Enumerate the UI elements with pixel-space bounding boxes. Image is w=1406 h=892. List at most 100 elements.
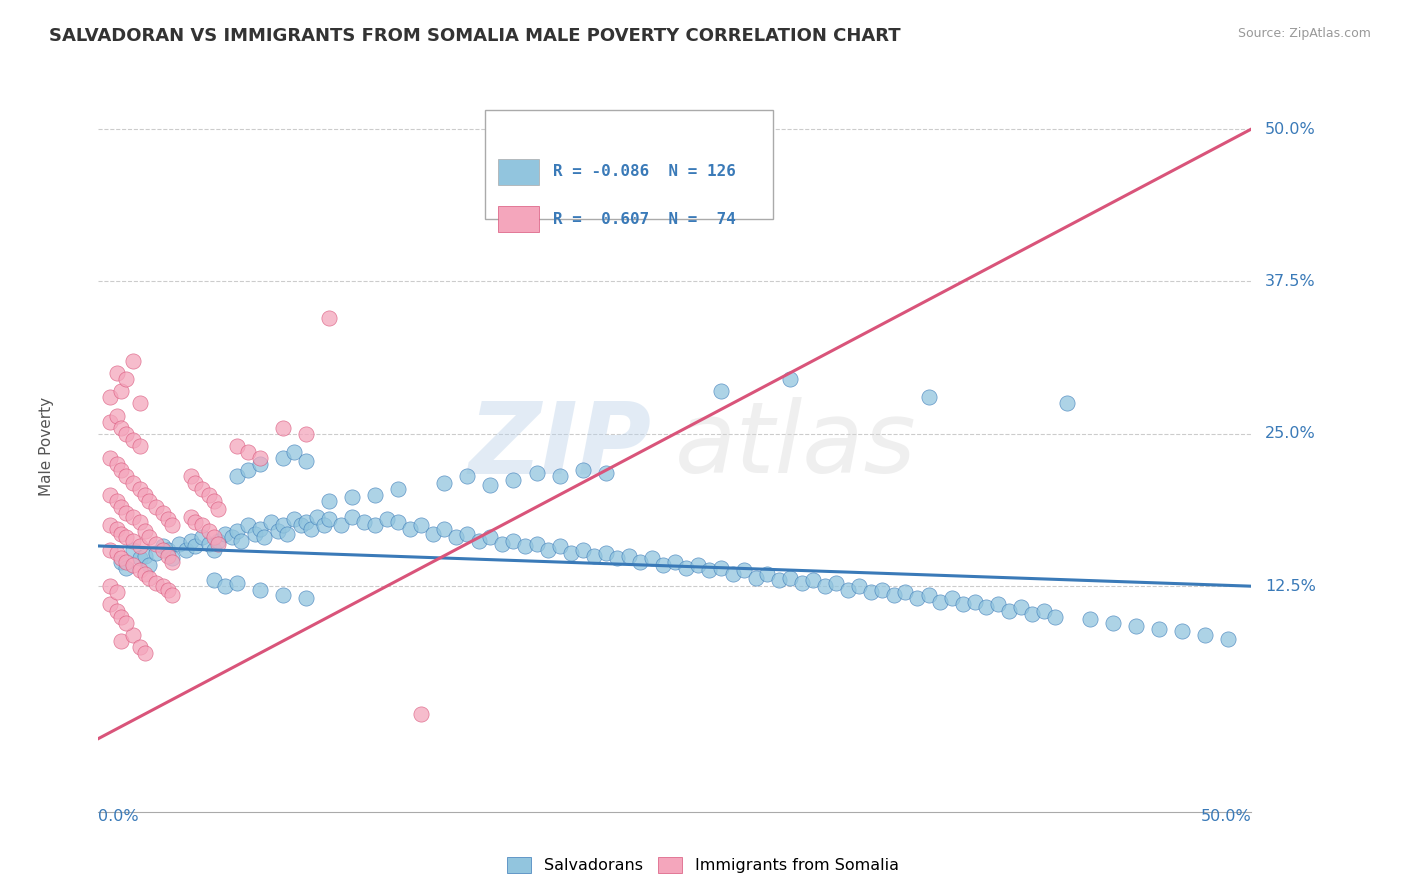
Point xyxy=(872,582,894,597)
Point xyxy=(174,542,197,557)
Point xyxy=(1102,615,1125,630)
Point xyxy=(271,451,294,466)
Point xyxy=(167,536,190,550)
Point xyxy=(479,530,502,544)
Point xyxy=(122,542,145,557)
Point xyxy=(548,469,571,483)
Point xyxy=(710,384,733,399)
Point xyxy=(110,609,132,624)
Point xyxy=(894,585,917,599)
Point xyxy=(249,457,271,471)
Point xyxy=(110,526,132,541)
Point xyxy=(1194,628,1216,642)
Point xyxy=(156,542,179,557)
Point xyxy=(917,390,939,404)
Point xyxy=(364,518,387,533)
Point xyxy=(202,573,225,587)
Point xyxy=(180,509,202,524)
Point xyxy=(560,546,582,560)
Point xyxy=(721,567,744,582)
Point xyxy=(675,561,697,575)
Point xyxy=(145,536,167,550)
Point xyxy=(115,615,138,630)
Point xyxy=(160,555,183,569)
Point xyxy=(290,518,312,533)
Point xyxy=(180,534,202,549)
Point xyxy=(145,575,167,590)
Point xyxy=(105,409,128,423)
Point xyxy=(318,311,340,326)
Point xyxy=(779,372,801,386)
Point xyxy=(98,542,121,557)
Point xyxy=(105,457,128,471)
Point xyxy=(129,640,152,655)
Point xyxy=(129,482,152,496)
Point xyxy=(537,542,560,557)
Point xyxy=(883,588,905,602)
Point xyxy=(513,539,536,553)
Point xyxy=(444,530,467,544)
Point xyxy=(122,558,145,573)
Point xyxy=(184,515,207,529)
Point xyxy=(105,604,128,618)
Point xyxy=(98,579,121,593)
Point xyxy=(963,595,986,609)
Point xyxy=(744,571,766,585)
Point xyxy=(122,475,145,490)
Point xyxy=(353,515,375,529)
Point xyxy=(664,555,686,569)
Point xyxy=(249,522,271,536)
Point xyxy=(825,575,848,590)
Point xyxy=(134,646,156,660)
Point xyxy=(152,539,174,553)
Point xyxy=(606,551,628,566)
Point xyxy=(202,494,225,508)
Point xyxy=(801,573,824,587)
Point xyxy=(271,421,294,435)
Point xyxy=(238,445,260,459)
Point xyxy=(929,595,952,609)
Point xyxy=(1078,612,1101,626)
Point xyxy=(191,518,214,533)
Point xyxy=(156,582,179,597)
Point xyxy=(998,604,1021,618)
Point xyxy=(225,524,247,539)
Text: 50.0%: 50.0% xyxy=(1265,121,1316,136)
Point xyxy=(110,634,132,648)
Point xyxy=(249,451,271,466)
Point xyxy=(214,579,236,593)
FancyBboxPatch shape xyxy=(499,206,538,232)
Point xyxy=(271,518,294,533)
Point xyxy=(267,524,290,539)
Point xyxy=(733,563,755,577)
Point xyxy=(1021,607,1043,622)
Point xyxy=(340,490,363,504)
Point xyxy=(595,546,617,560)
Point xyxy=(115,469,138,483)
Text: SALVADORAN VS IMMIGRANTS FROM SOMALIA MALE POVERTY CORRELATION CHART: SALVADORAN VS IMMIGRANTS FROM SOMALIA MA… xyxy=(49,27,901,45)
Point xyxy=(180,469,202,483)
Point xyxy=(1056,396,1078,410)
Point xyxy=(699,563,721,577)
Point xyxy=(1218,632,1240,646)
Point xyxy=(387,515,409,529)
Point xyxy=(422,526,444,541)
Point xyxy=(129,539,152,553)
Point xyxy=(307,509,329,524)
Text: 37.5%: 37.5% xyxy=(1265,274,1316,289)
Point xyxy=(295,591,318,606)
FancyBboxPatch shape xyxy=(499,159,538,185)
Point xyxy=(917,588,939,602)
Point xyxy=(105,366,128,380)
Point xyxy=(848,579,870,593)
Point xyxy=(214,526,236,541)
Point xyxy=(115,555,138,569)
Point xyxy=(122,534,145,549)
Point xyxy=(952,598,974,612)
Point xyxy=(814,579,837,593)
Point xyxy=(491,536,513,550)
Point xyxy=(115,530,138,544)
Point xyxy=(202,542,225,557)
Point xyxy=(245,526,267,541)
Point xyxy=(571,463,593,477)
